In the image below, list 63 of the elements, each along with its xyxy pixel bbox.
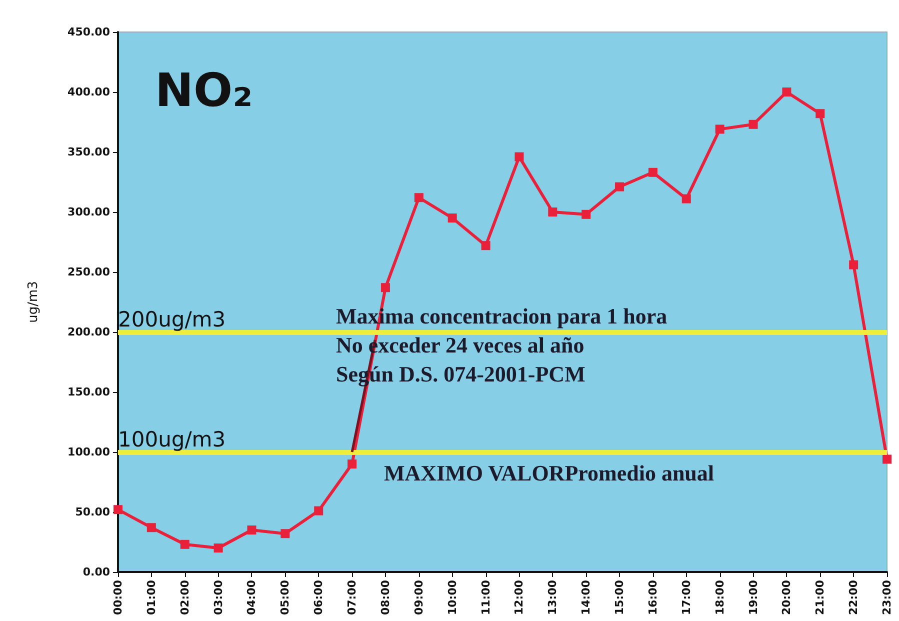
x-tick-label: 10:00 xyxy=(446,580,459,616)
x-tick-label: 11:00 xyxy=(479,580,492,616)
y-tick-label: 350.00 xyxy=(68,146,110,158)
point xyxy=(582,210,591,219)
x-tick-label: 12:00 xyxy=(512,580,526,616)
y-tick-label: 400.00 xyxy=(68,86,110,98)
point xyxy=(849,260,858,270)
point xyxy=(748,120,758,129)
point xyxy=(715,124,724,134)
x-tick-label: 03:00 xyxy=(212,580,225,616)
x-tick-label: 05:00 xyxy=(278,580,292,616)
point xyxy=(314,506,324,516)
y-tick-label: 150.00 xyxy=(68,386,110,398)
y-axis-title: ug/m3 xyxy=(26,281,41,323)
x-tick-label: 19:00 xyxy=(746,580,760,616)
ref-line-label: 100ug/m3 xyxy=(118,428,226,452)
point xyxy=(782,88,792,96)
point xyxy=(514,152,524,162)
x-tick-label: 13:00 xyxy=(546,580,560,616)
y-tick-label: 250.00 xyxy=(68,266,110,278)
point xyxy=(348,460,357,468)
y-tick-label: 100.00 xyxy=(68,446,110,458)
point xyxy=(682,194,691,204)
x-tick-label: 18:00 xyxy=(713,580,726,616)
point xyxy=(816,109,825,118)
x-tick-label: 02:00 xyxy=(178,580,192,616)
point xyxy=(882,454,892,464)
point xyxy=(114,505,122,514)
y-tick-label: 450.00 xyxy=(68,26,110,38)
x-tick-label: 21:00 xyxy=(814,580,827,616)
x-tick-label: 00:00 xyxy=(112,580,124,616)
x-tick-label: 04:00 xyxy=(245,580,258,616)
point xyxy=(448,214,457,222)
text: NO₂ xyxy=(155,63,253,117)
y-tick-label: 0.00 xyxy=(82,566,110,578)
x-tick-label: 20:00 xyxy=(780,580,794,616)
x-tick-label: 09:00 xyxy=(412,580,426,616)
ref-line-label: 200ug/m3 xyxy=(118,308,226,332)
y-tick-label: 50.00 xyxy=(75,506,110,518)
point xyxy=(481,241,490,250)
point xyxy=(380,283,390,292)
y-tick-label: 300.00 xyxy=(68,206,110,218)
x-tick-label: 01:00 xyxy=(144,580,158,616)
point xyxy=(648,168,658,177)
x-tick-label: 22:00 xyxy=(847,580,860,616)
y-tick-label: 200.00 xyxy=(68,326,110,338)
point xyxy=(548,208,558,216)
annotation: MAXIMO VALORPromedio anual xyxy=(384,460,714,486)
x-tick-label: 15:00 xyxy=(613,580,626,616)
point xyxy=(280,529,290,538)
point xyxy=(214,544,223,552)
x-tick-label: 07:00 xyxy=(346,580,359,616)
x-tick-label: 23:00 xyxy=(880,580,894,616)
x-tick-label: 14:00 xyxy=(580,580,593,616)
x-tick-label: 06:00 xyxy=(312,580,326,616)
x-tick-label: 17:00 xyxy=(680,580,693,616)
x-tick-label: 16:00 xyxy=(646,580,660,616)
point xyxy=(146,523,156,532)
point xyxy=(180,540,190,549)
x-tick-label: 08:00 xyxy=(378,580,392,616)
point xyxy=(615,182,624,192)
point xyxy=(247,526,256,534)
point xyxy=(414,193,424,202)
